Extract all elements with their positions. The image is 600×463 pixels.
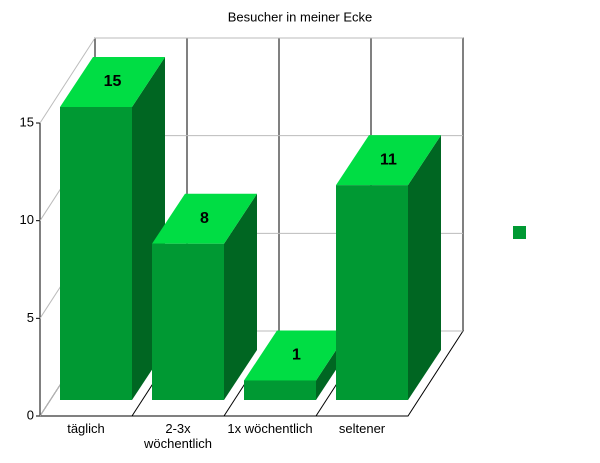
bar bbox=[336, 185, 408, 400]
data-label: 1 bbox=[292, 347, 301, 364]
grid-line bbox=[39, 37, 96, 124]
bar bbox=[60, 107, 132, 400]
chart-title: Besucher in meiner Ecke bbox=[228, 9, 373, 24]
y-tick-label: 5 bbox=[27, 310, 34, 325]
x-tick-label: 1x wöchentlich bbox=[227, 421, 313, 436]
x-tick-label: täglich bbox=[67, 421, 105, 436]
bar-side bbox=[224, 193, 257, 400]
x-tick-label: seltener bbox=[338, 421, 386, 436]
bar-top bbox=[60, 57, 165, 107]
data-label: 11 bbox=[380, 151, 397, 168]
bar-side bbox=[408, 135, 441, 400]
bar bbox=[152, 243, 224, 400]
data-label: 8 bbox=[200, 210, 209, 227]
y-tick-label: 15 bbox=[20, 114, 34, 129]
y-tick-label: 10 bbox=[20, 212, 34, 227]
data-label: 15 bbox=[104, 73, 122, 90]
bar bbox=[244, 380, 316, 400]
x-tick-label: 2-3x wöchentlich bbox=[144, 421, 212, 451]
y-tick-label: 0 bbox=[27, 407, 34, 422]
bar-top bbox=[244, 330, 349, 381]
bar-top bbox=[336, 135, 441, 186]
legend-swatch bbox=[513, 226, 526, 239]
bar-top bbox=[152, 193, 257, 244]
